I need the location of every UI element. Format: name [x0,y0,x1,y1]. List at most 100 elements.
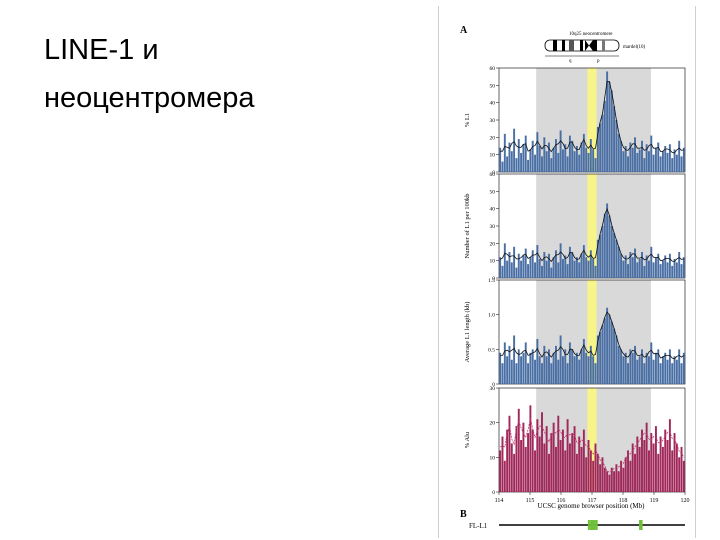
bar [645,255,648,278]
bar [638,258,641,278]
series-line [500,418,685,473]
bar [610,226,613,278]
bar [643,265,646,278]
bar [557,359,560,384]
bar [538,356,541,384]
bar [531,250,534,278]
bar [659,156,662,172]
ideogram-arm-q: q [569,59,572,64]
plot-frame [498,279,686,385]
bar [548,142,550,172]
bar [673,258,676,278]
bar [548,453,550,492]
bar [555,345,557,384]
bar [661,356,664,384]
bar [592,149,595,172]
bar [634,453,636,492]
bar [534,262,536,278]
bar [648,450,650,492]
fl-l1-marks [587,520,643,530]
bar [668,144,671,172]
bar [573,151,576,172]
bar [555,250,557,278]
bar [678,349,681,384]
ideogram-label-top: 10q25 neocentromere [569,32,613,37]
bar [557,262,560,278]
bar [534,154,536,172]
bar [568,443,571,492]
bar [550,433,553,492]
bar [631,352,634,384]
bar [664,255,667,278]
chart-4: 0 10 20 30 % Alu 114 115 116 117 118 119 120 [464,386,690,504]
bar [578,436,581,492]
charts-group: 0 10 20 30 40 50 60 % L1 0 10 20 30 40 50 60 Number of … [464,66,690,504]
bar [661,151,664,172]
bar [566,363,569,384]
y-tick-label: 10 [490,259,496,265]
bar [543,345,546,384]
bar [617,133,620,172]
bar [527,363,530,384]
bar [513,246,516,278]
bar [543,252,546,278]
y-tick-label: 0 [492,170,495,176]
bar [557,415,560,492]
bar [661,260,664,278]
bar [510,151,513,172]
bar [566,264,569,278]
bar [555,139,557,172]
ideogram-band [593,40,597,51]
bar [617,246,620,278]
bar [552,422,555,492]
bar [680,264,683,278]
series-line [500,81,684,154]
bar [620,460,623,492]
bar [580,349,583,384]
bar [582,338,585,384]
bar [615,335,618,384]
bar [503,243,506,278]
bar [524,342,527,384]
y-axis-label: % L1 [464,113,471,127]
y-tick-label: 1.5 [488,278,495,284]
bar [538,146,541,172]
bar [575,146,578,172]
x-tick-label: 114 [495,498,504,504]
bar [585,352,588,384]
bar [638,356,641,384]
bar [559,243,562,278]
bar [564,144,567,172]
bar [675,359,678,384]
chromosome-ideogram: 10q25 neocentromere mardel(10) q p [544,32,646,64]
bar [508,252,511,278]
ideogram-arm-p: p [597,59,600,64]
bar [520,152,523,172]
bar [599,234,602,278]
bar [538,436,541,492]
bar [561,356,564,384]
bar [527,264,530,278]
bar [657,253,660,278]
y-tick-label: 20 [490,241,496,247]
bar [499,450,502,492]
bar [531,349,534,384]
bar [596,126,599,172]
bar [648,151,650,172]
bar [601,114,604,172]
bar [617,471,620,492]
bar [629,349,632,384]
bar [648,356,650,384]
bar [527,433,530,492]
bar [578,262,581,278]
bar [515,267,518,278]
bar [624,255,627,278]
bar [650,246,653,278]
bar [559,130,562,172]
bar [529,257,532,278]
ideogram-band [553,40,557,51]
bar [592,460,595,492]
bar [599,332,602,384]
bar [613,106,616,172]
bar [552,257,555,278]
